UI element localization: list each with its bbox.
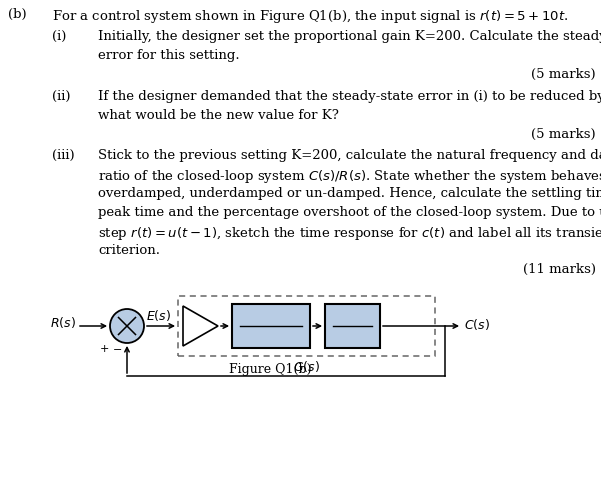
Text: $C(s)$: $C(s)$ <box>464 317 490 332</box>
Text: $s$: $s$ <box>349 330 356 343</box>
Text: (iii): (iii) <box>52 149 75 162</box>
Text: Initially, the designer set the proportional gain K=200. Calculate the steady-st: Initially, the designer set the proporti… <box>98 30 601 43</box>
Text: If the designer demanded that the steady-state error in (i) to be reduced by 5%,: If the designer demanded that the steady… <box>98 90 601 103</box>
Text: (b): (b) <box>8 8 26 21</box>
Text: K: K <box>192 320 201 333</box>
Text: Stick to the previous setting K=200, calculate the natural frequency and damping: Stick to the previous setting K=200, cal… <box>98 149 601 162</box>
Text: (5 marks): (5 marks) <box>531 68 596 81</box>
Text: overdamped, underdamped or un-damped. Hence, calculate the settling time,: overdamped, underdamped or un-damped. He… <box>98 187 601 200</box>
Text: (11 marks): (11 marks) <box>523 263 596 276</box>
Text: $R(s)$: $R(s)$ <box>50 316 76 331</box>
Text: $s+2$: $s+2$ <box>257 330 285 343</box>
Text: (ii): (ii) <box>52 90 70 103</box>
Text: $E(s)$: $E(s)$ <box>146 308 171 323</box>
Text: $G(s)$: $G(s)$ <box>293 359 320 374</box>
Text: For a control system shown in Figure Q1(b), the input signal is $r(t) = 5 + 10t$: For a control system shown in Figure Q1(… <box>52 8 569 25</box>
Text: Figure Q1(b): Figure Q1(b) <box>229 363 311 376</box>
Text: what would be the new value for K?: what would be the new value for K? <box>98 109 339 122</box>
Text: criterion.: criterion. <box>98 244 160 257</box>
Text: 1: 1 <box>267 311 275 324</box>
Bar <box>178 296 435 356</box>
Text: −: − <box>113 345 123 355</box>
Text: (5 marks): (5 marks) <box>531 128 596 141</box>
Text: (i): (i) <box>52 30 66 43</box>
Circle shape <box>110 309 144 343</box>
Text: peak time and the percentage overshoot of the closed-loop system. Due to unit: peak time and the percentage overshoot o… <box>98 206 601 219</box>
Text: error for this setting.: error for this setting. <box>98 49 240 62</box>
Polygon shape <box>183 306 218 346</box>
Text: step $r(t) = u(t-1)$, sketch the time response for $c(t)$ and label all its tran: step $r(t) = u(t-1)$, sketch the time re… <box>98 225 601 242</box>
FancyBboxPatch shape <box>325 304 380 348</box>
Text: +: + <box>100 344 109 354</box>
FancyBboxPatch shape <box>232 304 310 348</box>
Text: ratio of the closed-loop system $C(s)/R(s)$. State whether the system behaves as: ratio of the closed-loop system $C(s)/R(… <box>98 168 601 185</box>
Text: 1: 1 <box>349 311 356 324</box>
